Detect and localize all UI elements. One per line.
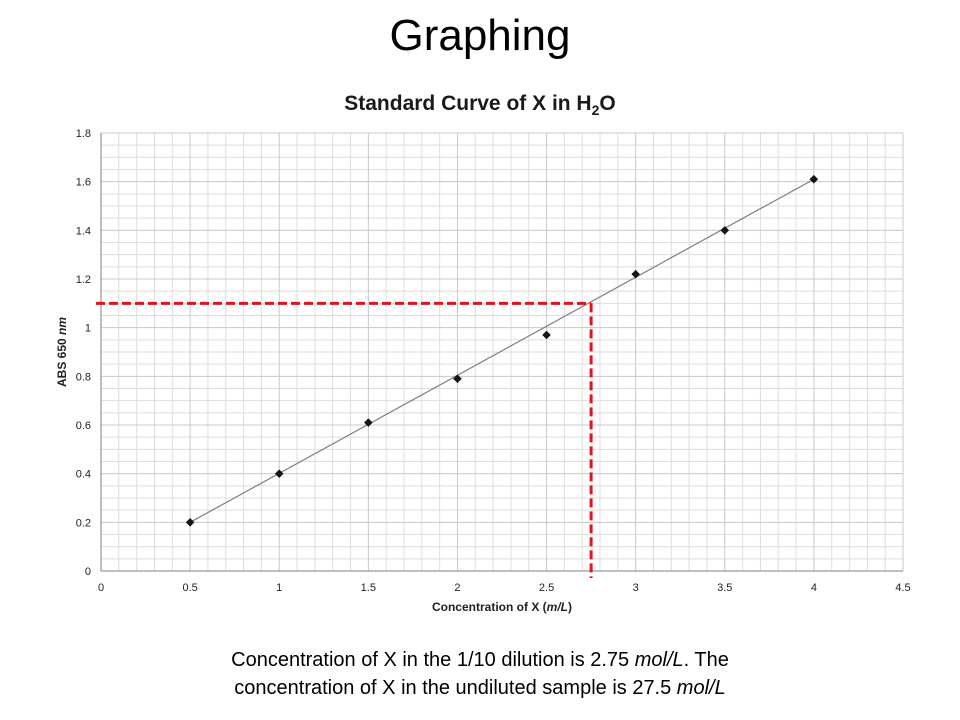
caption-line-2-unit: mol/L <box>676 677 726 699</box>
data-point <box>809 174 819 184</box>
y-tick-label: 0.2 <box>76 517 91 529</box>
data-point <box>274 469 284 479</box>
x-axis-label: Concentration of X (m/L) <box>432 600 572 614</box>
x-tick-label: 3.5 <box>717 582 732 594</box>
caption-line-1-end: . The <box>683 649 729 671</box>
x-tick-label: 1 <box>276 582 282 594</box>
data-point <box>185 517 195 527</box>
caption-line-2-text: concentration of X in the undiluted samp… <box>234 677 677 699</box>
grid-minor <box>101 133 903 571</box>
x-tick-label: 3 <box>633 582 639 594</box>
y-tick-label: 0 <box>85 566 91 578</box>
x-tick-label: 2 <box>454 582 460 594</box>
caption-line-2: concentration of X in the undiluted samp… <box>60 674 900 702</box>
x-tick-labels: 0 0.5 1 1.5 2 2.5 3 3.5 4 4.5 <box>98 582 911 594</box>
reading-guides <box>96 301 593 578</box>
caption-line-1-text: Concentration of X in the 1/10 dilution … <box>231 649 635 671</box>
x-axis-label-main: Concentration of X ( <box>432 600 547 614</box>
data-point <box>542 330 551 340</box>
grid-major <box>101 132 904 571</box>
y-tick-label: 0.6 <box>76 420 91 432</box>
caption-line-1: Concentration of X in the 1/10 dilution … <box>60 646 900 674</box>
chart-title: Standard Curve of X in H2O <box>0 92 960 118</box>
y-tick-label: 1.8 <box>76 128 91 140</box>
data-points <box>185 174 819 527</box>
x-tick-label: 1.5 <box>361 582 376 594</box>
x-tick-label: 2.5 <box>539 582 554 594</box>
y-tick-label: 0.4 <box>76 469 91 481</box>
x-tick-label: 4.5 <box>895 582 910 594</box>
chart-title-end: O <box>599 92 616 115</box>
y-tick-label: 1.4 <box>76 225 91 237</box>
y-tick-label: 0.8 <box>76 371 91 383</box>
x-tick-label: 4 <box>811 582 817 594</box>
x-tick-label: 0 <box>98 582 104 594</box>
chart-title-subscript: 2 <box>591 102 600 119</box>
x-axis-label-unit: m/L <box>547 600 568 614</box>
x-axis-label-end: ) <box>568 600 572 614</box>
x-tick-label: 0.5 <box>182 582 197 594</box>
caption-line-1-unit: mol/L <box>634 649 684 671</box>
data-point <box>363 418 373 427</box>
y-axis-label: ABS 650 nm <box>55 317 69 387</box>
y-tick-labels: 0 0.2 0.4 0.6 0.8 1 1.2 1.4 1.6 1.8 <box>76 128 91 578</box>
trendline <box>189 178 815 523</box>
caption: Concentration of X in the 1/10 dilution … <box>60 646 900 702</box>
y-axis-label-unit: nm <box>55 317 69 335</box>
chart: 0 0.5 1 1.5 2 2.5 3 3.5 4 4.5 0 0.2 0.4 0.6 0.8 1 1.2 1.… <box>55 128 911 614</box>
y-tick-label: 1.6 <box>76 177 91 189</box>
slide-title: Graphing <box>389 11 571 60</box>
data-point <box>720 225 730 235</box>
y-axis-label-main: ABS 650 <box>55 335 69 387</box>
chart-title-main: Standard Curve of X in H <box>344 92 592 115</box>
axes <box>100 133 903 572</box>
y-tick-label: 1 <box>85 323 91 335</box>
y-tick-label: 1.2 <box>76 274 91 286</box>
data-point <box>453 374 462 384</box>
data-point <box>631 269 641 279</box>
